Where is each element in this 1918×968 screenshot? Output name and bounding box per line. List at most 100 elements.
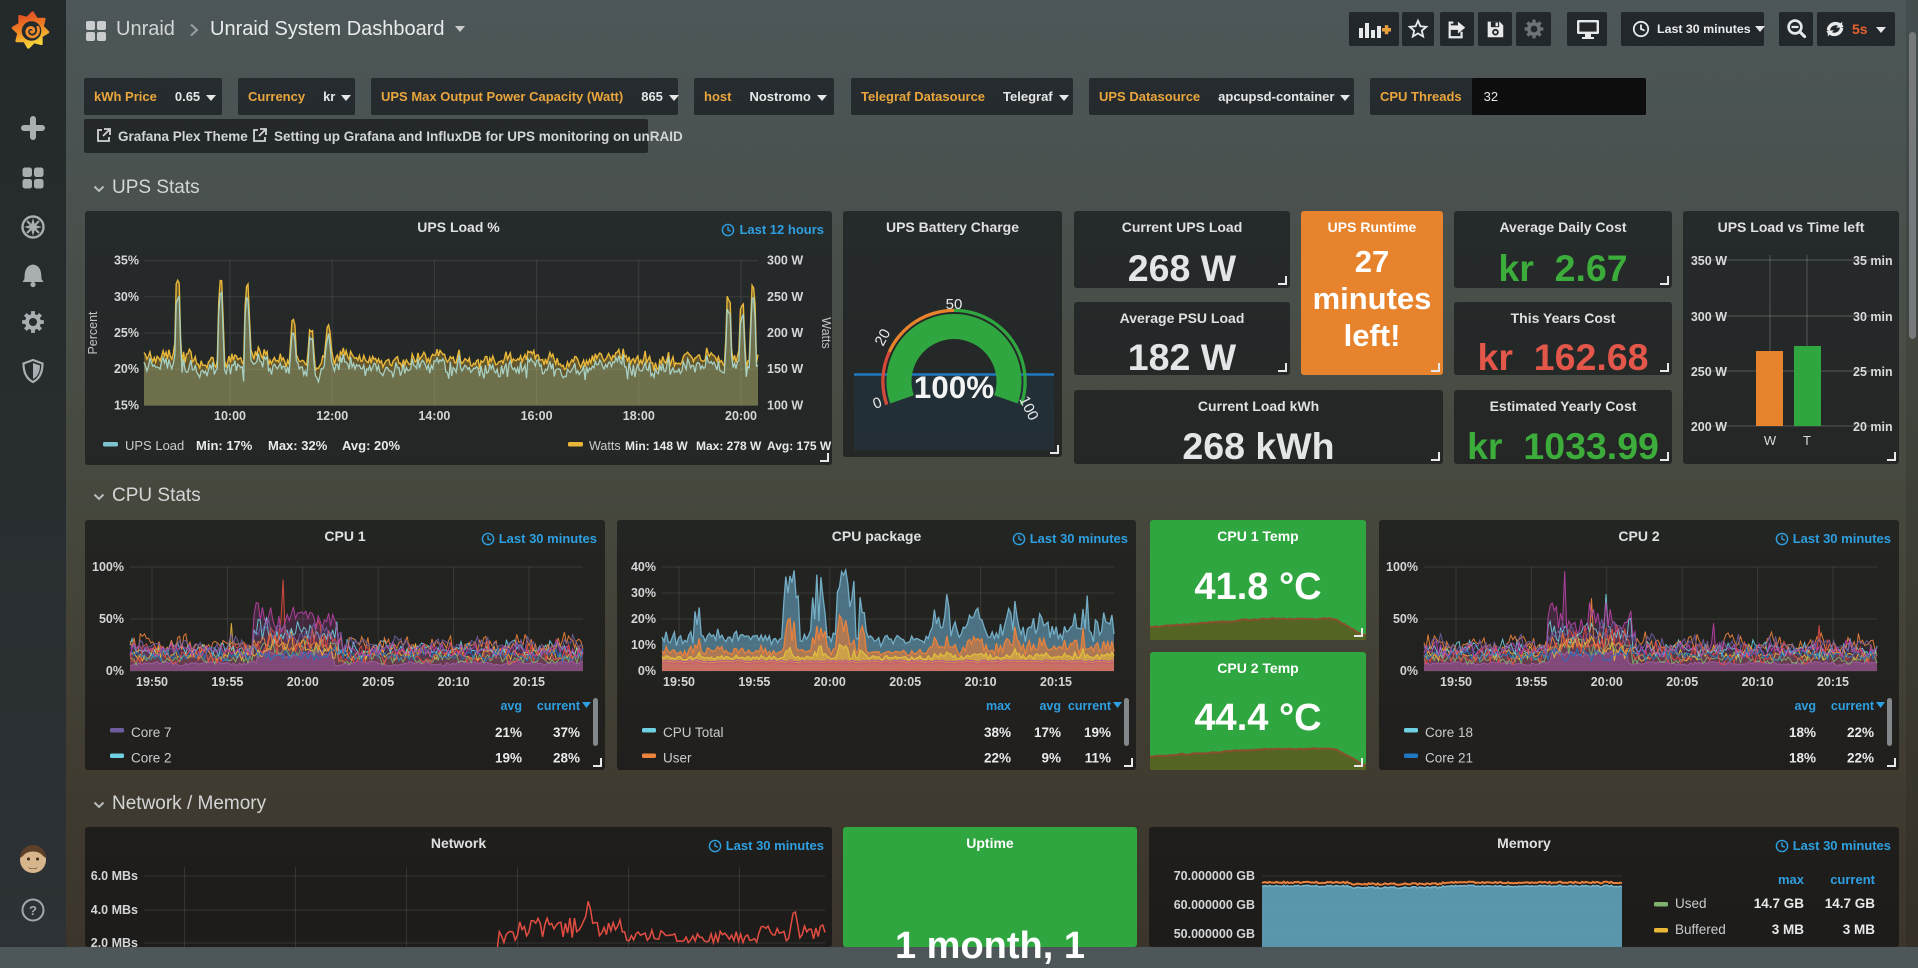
svg-text:22%: 22% <box>1847 725 1874 740</box>
svg-text:0%: 0% <box>106 664 124 678</box>
svg-text:19:55: 19:55 <box>738 675 770 689</box>
svg-text:20 min: 20 min <box>1853 420 1893 434</box>
svg-text:0%: 0% <box>1400 664 1418 678</box>
svg-text:200 W: 200 W <box>1691 420 1727 434</box>
svg-text:20%: 20% <box>114 362 139 376</box>
svg-text:Min: 148 W: Min: 148 W <box>625 439 688 453</box>
svg-text:current: current <box>537 699 581 713</box>
svg-text:20:15: 20:15 <box>513 675 545 689</box>
svg-text:19:55: 19:55 <box>1515 675 1547 689</box>
svg-text:Buffered: Buffered <box>1675 922 1726 937</box>
svg-text:30 min: 30 min <box>1853 310 1893 324</box>
svg-text:CPU Total: CPU Total <box>663 725 724 740</box>
svg-text:17%: 17% <box>1034 725 1061 740</box>
svg-text:20:00: 20:00 <box>287 675 319 689</box>
svg-text:W: W <box>1764 433 1777 448</box>
svg-text:User: User <box>663 751 692 766</box>
svg-text:35%: 35% <box>114 254 139 268</box>
svg-text:22%: 22% <box>984 751 1011 766</box>
svg-text:3 MB: 3 MB <box>1772 922 1805 937</box>
svg-text:100 W: 100 W <box>767 398 803 412</box>
svg-text:12:00: 12:00 <box>316 409 348 423</box>
svg-text:3 MB: 3 MB <box>1843 922 1876 937</box>
svg-text:19:50: 19:50 <box>136 675 168 689</box>
svg-text:300 W: 300 W <box>1691 310 1727 324</box>
svg-text:4.0 MBs: 4.0 MBs <box>91 903 138 917</box>
svg-text:14.7 GB: 14.7 GB <box>1825 896 1876 911</box>
svg-text:Min: 17%: Min: 17% <box>196 438 253 453</box>
svg-text:20:15: 20:15 <box>1817 675 1849 689</box>
svg-text:19:55: 19:55 <box>211 675 243 689</box>
svg-text:Max: 278 W: Max: 278 W <box>696 439 762 453</box>
svg-text:70.000000 GB: 70.000000 GB <box>1174 869 1255 883</box>
svg-text:Core 2: Core 2 <box>131 751 172 766</box>
svg-text:250 W: 250 W <box>1691 365 1727 379</box>
svg-text:avg: avg <box>500 699 522 713</box>
svg-text:300 W: 300 W <box>767 254 803 268</box>
svg-text:Avg: 20%: Avg: 20% <box>342 438 400 453</box>
svg-text:50%: 50% <box>1393 612 1418 626</box>
svg-text:Avg: 175 W: Avg: 175 W <box>767 439 832 453</box>
svg-text:21%: 21% <box>495 725 522 740</box>
svg-text:20:00: 20:00 <box>814 675 846 689</box>
svg-text:10:00: 10:00 <box>214 409 246 423</box>
svg-text:20:00: 20:00 <box>725 409 757 423</box>
svg-text:10%: 10% <box>631 638 656 652</box>
svg-text:50.000000 GB: 50.000000 GB <box>1174 927 1255 941</box>
svg-text:Core 18: Core 18 <box>1425 725 1473 740</box>
svg-text:Core 7: Core 7 <box>131 725 172 740</box>
svg-text:20%: 20% <box>631 612 656 626</box>
svg-text:60.000000 GB: 60.000000 GB <box>1174 898 1255 912</box>
svg-text:38%: 38% <box>984 725 1011 740</box>
svg-text:250 W: 250 W <box>767 290 803 304</box>
svg-text:50: 50 <box>946 296 963 313</box>
svg-text:20:05: 20:05 <box>889 675 921 689</box>
svg-text:20:00: 20:00 <box>1591 675 1623 689</box>
svg-text:25%: 25% <box>114 326 139 340</box>
svg-text:22%: 22% <box>1847 751 1874 766</box>
svg-text:28%: 28% <box>553 751 580 766</box>
svg-text:Max: 32%: Max: 32% <box>268 438 328 453</box>
svg-text:max: max <box>1778 872 1805 887</box>
svg-text:18%: 18% <box>1789 725 1816 740</box>
svg-text:350 W: 350 W <box>1691 254 1727 268</box>
svg-text:20:10: 20:10 <box>438 675 470 689</box>
svg-text:30%: 30% <box>631 586 656 600</box>
svg-text:16:00: 16:00 <box>521 409 553 423</box>
svg-text:35 min: 35 min <box>1853 254 1893 268</box>
svg-text:14.7 GB: 14.7 GB <box>1754 896 1805 911</box>
svg-text:200 W: 200 W <box>767 326 803 340</box>
svg-text:14:00: 14:00 <box>418 409 450 423</box>
svg-text:current: current <box>1068 699 1112 713</box>
svg-text:current: current <box>1831 699 1875 713</box>
svg-text:20:10: 20:10 <box>1742 675 1774 689</box>
svg-text:50%: 50% <box>99 612 124 626</box>
svg-text:avg: avg <box>1039 699 1061 713</box>
svg-text:19%: 19% <box>1084 725 1111 740</box>
svg-text:100%: 100% <box>1386 560 1418 574</box>
svg-text:19%: 19% <box>495 751 522 766</box>
svg-text:20:05: 20:05 <box>1666 675 1698 689</box>
svg-text:Watts: Watts <box>589 439 621 453</box>
svg-text:current: current <box>1830 872 1875 887</box>
svg-text:Used: Used <box>1675 896 1707 911</box>
svg-text:20:10: 20:10 <box>965 675 997 689</box>
svg-text:9%: 9% <box>1041 751 1061 766</box>
svg-text:Percent: Percent <box>86 311 100 355</box>
svg-text:max: max <box>986 699 1011 713</box>
svg-text:100%: 100% <box>914 369 995 405</box>
svg-text:18%: 18% <box>1789 751 1816 766</box>
svg-text:?: ? <box>29 903 37 918</box>
svg-text:2.0 MBs: 2.0 MBs <box>91 936 138 947</box>
svg-text:Watts: Watts <box>819 317 832 348</box>
svg-text:6.0 MBs: 6.0 MBs <box>91 869 138 883</box>
svg-text:11%: 11% <box>1085 751 1111 766</box>
svg-text:25 min: 25 min <box>1853 365 1893 379</box>
svg-text:19:50: 19:50 <box>663 675 695 689</box>
svg-text:20:05: 20:05 <box>362 675 394 689</box>
svg-text:UPS Load: UPS Load <box>125 438 184 453</box>
svg-text:30%: 30% <box>114 290 139 304</box>
svg-text:Core 21: Core 21 <box>1425 751 1473 766</box>
svg-text:15%: 15% <box>114 398 139 412</box>
svg-text:40%: 40% <box>631 560 656 574</box>
